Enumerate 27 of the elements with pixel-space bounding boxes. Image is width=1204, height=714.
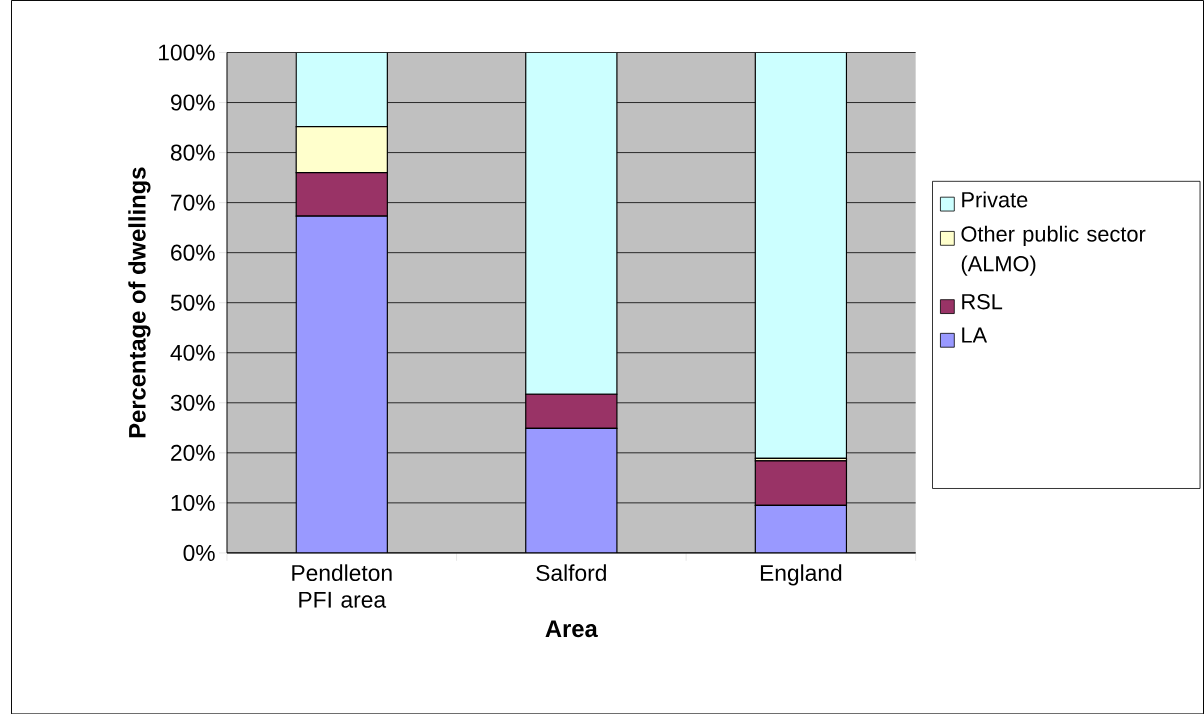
y-axis-title: Percentage of dwellings	[128, 167, 151, 438]
x-tick-label: Salford	[536, 564, 606, 581]
y-tick-label: 40%	[170, 344, 215, 361]
y-tick-label: 60%	[171, 244, 215, 261]
x-tick-label: England	[760, 564, 842, 586]
legend-label: LA	[962, 327, 988, 343]
bar	[295, 215, 388, 553]
bar	[525, 52, 618, 395]
bar	[525, 427, 618, 553]
y-tick-label: 10%	[171, 494, 215, 511]
y-tick-label: 20%	[171, 444, 215, 461]
x-axis-title: Area	[545, 620, 598, 637]
legend-label: RSL	[962, 293, 1003, 310]
bar	[295, 52, 388, 127]
y-tick-label: 90%	[171, 94, 215, 111]
y-tick-label: 50%	[170, 294, 215, 311]
y-tick-label: 30%	[170, 394, 215, 411]
y-tick-label: 80%	[170, 144, 215, 161]
x-tick-label: Pendleton PFI area	[292, 564, 392, 608]
bar	[754, 504, 848, 553]
bar	[754, 52, 848, 459]
legend-label: Private	[962, 191, 1028, 208]
legend-label: Other public sector (ALMO)	[961, 225, 1146, 276]
y-tick-label: 70%	[171, 194, 215, 211]
y-tick-label: 0%	[183, 544, 215, 561]
bar	[525, 393, 618, 429]
y-tick-label: 100%	[159, 44, 215, 61]
